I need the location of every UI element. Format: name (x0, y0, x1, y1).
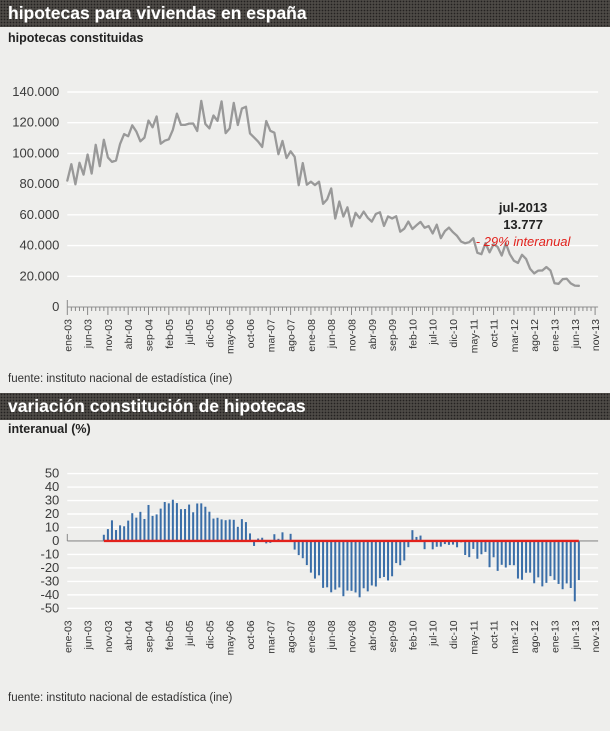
svg-text:13.777: 13.777 (503, 217, 543, 232)
svg-text:ago-12: ago-12 (529, 620, 541, 653)
svg-text:jun-03: jun-03 (83, 620, 95, 650)
svg-text:jun-13: jun-13 (570, 620, 582, 650)
svg-text:sep-04: sep-04 (144, 620, 156, 652)
svg-text:feb-05: feb-05 (164, 620, 176, 650)
svg-text:oct-11: oct-11 (489, 620, 501, 649)
svg-text:may-11: may-11 (468, 620, 480, 654)
svg-text:oct-06: oct-06 (245, 620, 257, 649)
svg-text:-50: -50 (41, 600, 60, 615)
svg-text:may-11: may-11 (468, 319, 480, 353)
svg-text:ene-13: ene-13 (550, 319, 562, 352)
svg-text:jul-10: jul-10 (428, 620, 440, 647)
svg-text:abr-09: abr-09 (367, 319, 379, 350)
svg-text:oct-06: oct-06 (245, 319, 257, 348)
svg-text:100.000: 100.000 (12, 145, 59, 160)
svg-text:ago-12: ago-12 (529, 319, 541, 352)
svg-text:mar-07: mar-07 (265, 620, 277, 653)
svg-text:may-06: may-06 (225, 620, 237, 655)
svg-text:jul-05: jul-05 (184, 620, 196, 647)
svg-text:ene-03: ene-03 (62, 319, 74, 352)
svg-text:dic-10: dic-10 (448, 620, 460, 649)
svg-text:abr-09: abr-09 (367, 620, 379, 651)
svg-text:sep-09: sep-09 (387, 620, 399, 652)
svg-text:nov-03: nov-03 (103, 319, 115, 351)
svg-text:40.000: 40.000 (20, 238, 60, 253)
svg-text:ago-07: ago-07 (286, 319, 298, 352)
svg-text:jun-08: jun-08 (326, 620, 338, 650)
svg-text:nov-08: nov-08 (347, 319, 359, 351)
svg-text:may-06: may-06 (225, 319, 237, 354)
svg-text:60.000: 60.000 (20, 207, 60, 222)
svg-text:mar-12: mar-12 (509, 319, 521, 352)
svg-text:ene-08: ene-08 (306, 319, 318, 352)
svg-text:nov-08: nov-08 (347, 620, 359, 652)
svg-text:nov-13: nov-13 (590, 620, 602, 652)
svg-text:80.000: 80.000 (20, 176, 60, 191)
svg-text:ene-08: ene-08 (306, 620, 318, 653)
svg-text:mar-12: mar-12 (509, 620, 521, 653)
svg-text:140.000: 140.000 (12, 84, 59, 99)
svg-text:dic-05: dic-05 (204, 620, 216, 649)
svg-text:abr-04: abr-04 (123, 319, 135, 350)
svg-text:ago-07: ago-07 (286, 620, 298, 653)
svg-text:nov-03: nov-03 (103, 620, 115, 652)
svg-text:- 29% interanual: - 29% interanual (476, 234, 572, 249)
svg-text:ene-13: ene-13 (550, 620, 562, 653)
svg-text:jul-05: jul-05 (184, 319, 196, 346)
svg-text:120.000: 120.000 (12, 115, 59, 130)
svg-text:feb-10: feb-10 (407, 319, 419, 349)
svg-text:feb-05: feb-05 (164, 319, 176, 349)
svg-text:sep-09: sep-09 (387, 319, 399, 351)
svg-text:dic-05: dic-05 (204, 319, 216, 348)
svg-text:dic-10: dic-10 (448, 319, 460, 348)
svg-text:jul-10: jul-10 (428, 319, 440, 346)
svg-text:ene-03: ene-03 (62, 620, 74, 653)
svg-text:abr-04: abr-04 (123, 620, 135, 651)
svg-text:0: 0 (52, 299, 59, 314)
svg-text:jul-2013: jul-2013 (498, 200, 547, 215)
svg-text:feb-10: feb-10 (407, 620, 419, 650)
svg-text:oct-11: oct-11 (489, 319, 501, 348)
svg-text:sep-04: sep-04 (144, 319, 156, 351)
svg-text:jun-03: jun-03 (83, 319, 95, 349)
svg-text:jun-13: jun-13 (570, 319, 582, 349)
svg-text:nov-13: nov-13 (590, 319, 602, 351)
svg-text:20.000: 20.000 (20, 268, 60, 283)
svg-text:jun-08: jun-08 (326, 319, 338, 349)
svg-text:mar-07: mar-07 (265, 319, 277, 352)
